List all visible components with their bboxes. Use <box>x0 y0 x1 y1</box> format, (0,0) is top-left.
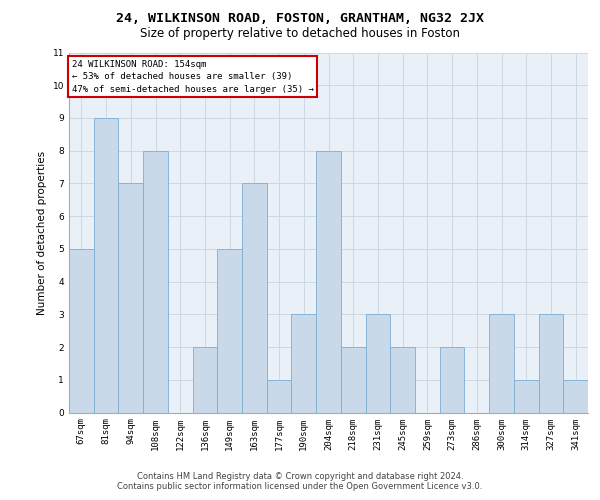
Bar <box>440 347 464 412</box>
Bar <box>242 184 267 412</box>
Text: Contains HM Land Registry data © Crown copyright and database right 2024.: Contains HM Land Registry data © Crown c… <box>137 472 463 481</box>
Text: Contains public sector information licensed under the Open Government Licence v3: Contains public sector information licen… <box>118 482 482 491</box>
Bar <box>267 380 292 412</box>
Bar <box>143 150 168 412</box>
Bar <box>193 347 217 412</box>
Bar <box>489 314 514 412</box>
Bar <box>316 150 341 412</box>
Bar <box>365 314 390 412</box>
Text: Size of property relative to detached houses in Foston: Size of property relative to detached ho… <box>140 28 460 40</box>
Text: 24, WILKINSON ROAD, FOSTON, GRANTHAM, NG32 2JX: 24, WILKINSON ROAD, FOSTON, GRANTHAM, NG… <box>116 12 484 26</box>
Text: 24 WILKINSON ROAD: 154sqm
← 53% of detached houses are smaller (39)
47% of semi-: 24 WILKINSON ROAD: 154sqm ← 53% of detac… <box>71 60 313 94</box>
Y-axis label: Number of detached properties: Number of detached properties <box>37 150 47 314</box>
Bar <box>341 347 365 412</box>
Bar <box>539 314 563 412</box>
Bar <box>118 184 143 412</box>
Bar <box>390 347 415 412</box>
Bar <box>514 380 539 412</box>
Bar <box>563 380 588 412</box>
Bar <box>94 118 118 412</box>
Bar <box>292 314 316 412</box>
Bar <box>217 249 242 412</box>
Bar <box>69 249 94 412</box>
